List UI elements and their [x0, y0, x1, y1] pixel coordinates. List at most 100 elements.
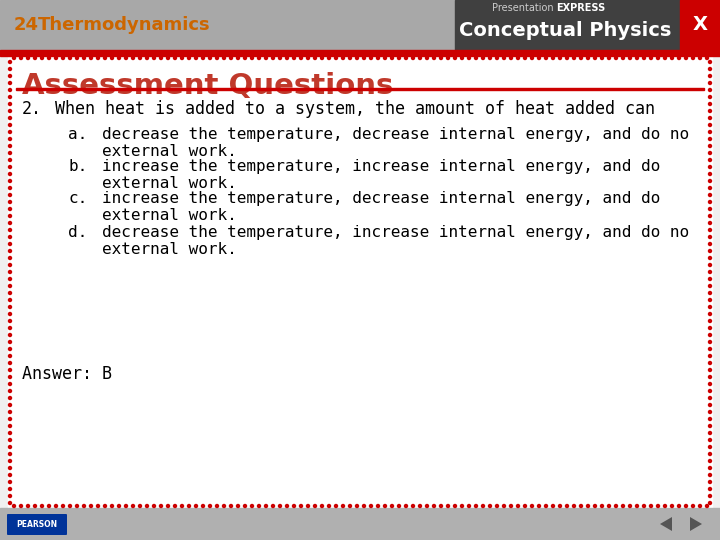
- Circle shape: [708, 159, 711, 161]
- Circle shape: [76, 57, 78, 59]
- Circle shape: [264, 504, 268, 508]
- Circle shape: [488, 504, 492, 508]
- Circle shape: [27, 57, 30, 59]
- Circle shape: [516, 57, 520, 59]
- Circle shape: [708, 145, 711, 147]
- Circle shape: [12, 57, 16, 59]
- Circle shape: [9, 131, 12, 133]
- Circle shape: [236, 57, 240, 59]
- Circle shape: [9, 103, 12, 105]
- Circle shape: [48, 504, 50, 508]
- Circle shape: [467, 57, 470, 59]
- Circle shape: [9, 256, 12, 260]
- Circle shape: [523, 57, 526, 59]
- Circle shape: [125, 57, 127, 59]
- Circle shape: [397, 57, 400, 59]
- Circle shape: [117, 504, 120, 508]
- Circle shape: [335, 57, 338, 59]
- Circle shape: [708, 453, 711, 456]
- Circle shape: [636, 504, 639, 508]
- Circle shape: [9, 110, 12, 112]
- Circle shape: [89, 504, 92, 508]
- Circle shape: [708, 221, 711, 225]
- Circle shape: [258, 504, 261, 508]
- Circle shape: [708, 334, 711, 336]
- Circle shape: [608, 504, 611, 508]
- Circle shape: [9, 271, 12, 273]
- Circle shape: [9, 382, 12, 386]
- Circle shape: [300, 504, 302, 508]
- Circle shape: [9, 431, 12, 435]
- Text: PEARSON: PEARSON: [17, 520, 58, 529]
- Circle shape: [236, 504, 240, 508]
- Circle shape: [9, 467, 12, 469]
- Circle shape: [439, 57, 443, 59]
- Circle shape: [678, 504, 680, 508]
- Circle shape: [572, 57, 575, 59]
- Circle shape: [384, 504, 387, 508]
- Circle shape: [390, 57, 394, 59]
- Circle shape: [708, 235, 711, 239]
- Circle shape: [559, 504, 562, 508]
- Circle shape: [9, 82, 12, 84]
- Circle shape: [708, 327, 711, 329]
- Circle shape: [9, 89, 12, 91]
- Circle shape: [708, 124, 711, 126]
- Circle shape: [708, 117, 711, 119]
- Circle shape: [708, 89, 711, 91]
- Circle shape: [55, 504, 58, 508]
- Circle shape: [454, 504, 456, 508]
- Bar: [455, 0, 680, 50]
- Circle shape: [9, 474, 12, 476]
- Circle shape: [474, 57, 477, 59]
- Circle shape: [708, 278, 711, 280]
- Circle shape: [104, 57, 107, 59]
- Circle shape: [9, 96, 12, 98]
- Circle shape: [9, 438, 12, 442]
- Circle shape: [125, 504, 127, 508]
- Circle shape: [708, 200, 711, 204]
- Circle shape: [531, 504, 534, 508]
- Circle shape: [9, 228, 12, 232]
- Circle shape: [593, 504, 596, 508]
- Circle shape: [202, 504, 204, 508]
- Circle shape: [313, 57, 317, 59]
- Circle shape: [708, 382, 711, 386]
- Circle shape: [495, 57, 498, 59]
- Circle shape: [642, 504, 646, 508]
- Circle shape: [377, 57, 379, 59]
- Circle shape: [110, 57, 114, 59]
- Circle shape: [708, 424, 711, 428]
- Circle shape: [708, 431, 711, 435]
- Text: d.: d.: [68, 225, 87, 240]
- Circle shape: [9, 117, 12, 119]
- Circle shape: [9, 124, 12, 126]
- Circle shape: [9, 306, 12, 308]
- Circle shape: [544, 57, 547, 59]
- Circle shape: [708, 410, 711, 414]
- Circle shape: [12, 504, 16, 508]
- Circle shape: [461, 504, 464, 508]
- Circle shape: [377, 504, 379, 508]
- Circle shape: [313, 504, 317, 508]
- Circle shape: [320, 504, 323, 508]
- Circle shape: [271, 57, 274, 59]
- Circle shape: [55, 57, 58, 59]
- Text: increase the temperature, increase internal energy, and do: increase the temperature, increase inter…: [102, 159, 660, 174]
- Circle shape: [9, 249, 12, 253]
- Circle shape: [68, 504, 71, 508]
- Circle shape: [708, 361, 711, 365]
- Circle shape: [9, 207, 12, 211]
- Circle shape: [132, 57, 135, 59]
- Circle shape: [708, 417, 711, 421]
- Circle shape: [9, 313, 12, 315]
- Text: When heat is added to a system, the amount of heat added can: When heat is added to a system, the amou…: [55, 100, 655, 118]
- Circle shape: [664, 504, 667, 508]
- Text: Conceptual Physics: Conceptual Physics: [459, 21, 671, 39]
- Circle shape: [279, 57, 282, 59]
- Circle shape: [19, 504, 22, 508]
- Circle shape: [670, 57, 673, 59]
- Text: external work.: external work.: [102, 176, 237, 191]
- Circle shape: [230, 57, 233, 59]
- Polygon shape: [690, 517, 702, 531]
